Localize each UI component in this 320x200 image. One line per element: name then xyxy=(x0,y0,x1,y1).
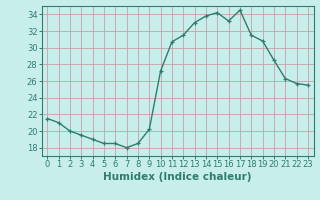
X-axis label: Humidex (Indice chaleur): Humidex (Indice chaleur) xyxy=(103,172,252,182)
